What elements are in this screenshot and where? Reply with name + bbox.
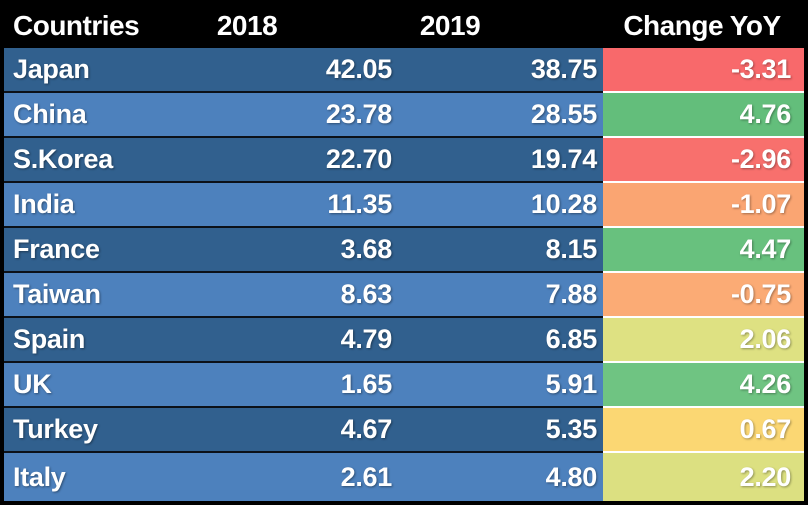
value-2019-cell: 10.28: [530, 189, 597, 219]
value-2018-cell: 2.61: [340, 461, 393, 492]
row-values-section: Italy 2.61 4.80: [4, 451, 603, 501]
table-row: China 23.78 28.55 4.76: [4, 91, 804, 136]
change-yoy-cell: -0.75: [603, 271, 804, 316]
value-2019-cell: 8.15: [545, 234, 598, 264]
country-cell: Turkey: [13, 414, 98, 444]
country-cell: Italy: [13, 461, 66, 492]
value-2019-cell: 28.55: [530, 99, 597, 129]
value-2018-cell: 4.67: [340, 414, 393, 444]
change-yoy-cell: 4.26: [603, 361, 804, 406]
change-yoy-cell: 0.67: [603, 406, 804, 451]
row-values-section: Taiwan 8.63 7.88: [4, 271, 603, 316]
value-2019-cell: 4.80: [545, 461, 598, 492]
country-cell: France: [13, 234, 100, 264]
row-values-section: UK 1.65 5.91: [4, 361, 603, 406]
table-row: Spain 4.79 6.85 2.06: [4, 316, 804, 361]
value-2018-cell: 3.68: [340, 234, 393, 264]
value-2019-cell: 7.88: [545, 279, 598, 309]
change-yoy-cell: -1.07: [603, 181, 804, 226]
value-2018-cell: 4.79: [340, 324, 393, 354]
header-2018: 2018: [216, 10, 278, 41]
change-yoy-cell: 4.47: [603, 226, 804, 271]
table-row: S.Korea 22.70 19.74 -2.96: [4, 136, 804, 181]
header-change-yoy: Change YoY: [623, 10, 781, 41]
table-body: Japan 42.05 38.75 -3.31 China 23.78 28.5…: [4, 48, 804, 501]
table-row: Turkey 4.67 5.35 0.67: [4, 406, 804, 451]
row-values-section: France 3.68 8.15: [4, 226, 603, 271]
row-values-section: Turkey 4.67 5.35: [4, 406, 603, 451]
value-2019-cell: 5.35: [545, 414, 598, 444]
country-cell: Taiwan: [13, 279, 101, 309]
change-yoy-cell: -3.31: [603, 48, 804, 91]
country-cell: India: [13, 189, 75, 219]
change-yoy-cell: -2.96: [603, 136, 804, 181]
table-row: Italy 2.61 4.80 2.20: [4, 451, 804, 501]
country-cell: Japan: [13, 54, 90, 84]
country-cell: S.Korea: [13, 144, 113, 174]
value-2018-cell: 42.05: [325, 54, 392, 84]
value-2019-cell: 5.91: [545, 369, 598, 399]
row-values-section: India 11.35 10.28: [4, 181, 603, 226]
change-yoy-cell: 2.06: [603, 316, 804, 361]
row-values-section: Japan 42.05 38.75: [4, 48, 603, 91]
table-row: France 3.68 8.15 4.47: [4, 226, 804, 271]
change-yoy-cell: 4.76: [603, 91, 804, 136]
row-values-section: Spain 4.79 6.85: [4, 316, 603, 361]
value-2019-cell: 6.85: [545, 324, 598, 354]
value-2019-cell: 38.75: [530, 54, 597, 84]
country-cell: UK: [13, 369, 52, 399]
table-header: Countries 2018 2019 Change YoY: [4, 4, 804, 48]
value-2018-cell: 23.78: [325, 99, 392, 129]
header-2019: 2019: [419, 10, 481, 41]
value-2018-cell: 22.70: [325, 144, 392, 174]
value-2018-cell: 1.65: [340, 369, 393, 399]
country-cell: Spain: [13, 324, 86, 354]
header-countries: Countries: [13, 10, 140, 41]
table-row: Japan 42.05 38.75 -3.31: [4, 48, 804, 91]
value-2019-cell: 19.74: [530, 144, 597, 174]
row-values-section: S.Korea 22.70 19.74: [4, 136, 603, 181]
table-row: India 11.35 10.28 -1.07: [4, 181, 804, 226]
country-cell: China: [13, 99, 87, 129]
value-2018-cell: 11.35: [327, 189, 392, 219]
row-values-section: China 23.78 28.55: [4, 91, 603, 136]
value-2018-cell: 8.63: [340, 279, 393, 309]
change-yoy-cell: 2.20: [603, 451, 804, 501]
table-row: UK 1.65 5.91 4.26: [4, 361, 804, 406]
table-row: Taiwan 8.63 7.88 -0.75: [4, 271, 804, 316]
